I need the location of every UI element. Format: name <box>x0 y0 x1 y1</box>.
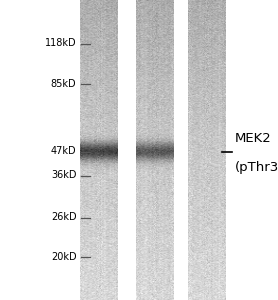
Text: 85kD: 85kD <box>51 79 76 89</box>
Text: 118kD: 118kD <box>45 38 76 49</box>
Text: MEK2: MEK2 <box>235 131 272 145</box>
Text: 47kD: 47kD <box>51 146 76 157</box>
Text: 36kD: 36kD <box>51 170 76 181</box>
Text: 26kD: 26kD <box>51 212 76 223</box>
Text: (pThr394): (pThr394) <box>235 161 278 175</box>
Text: 20kD: 20kD <box>51 251 76 262</box>
